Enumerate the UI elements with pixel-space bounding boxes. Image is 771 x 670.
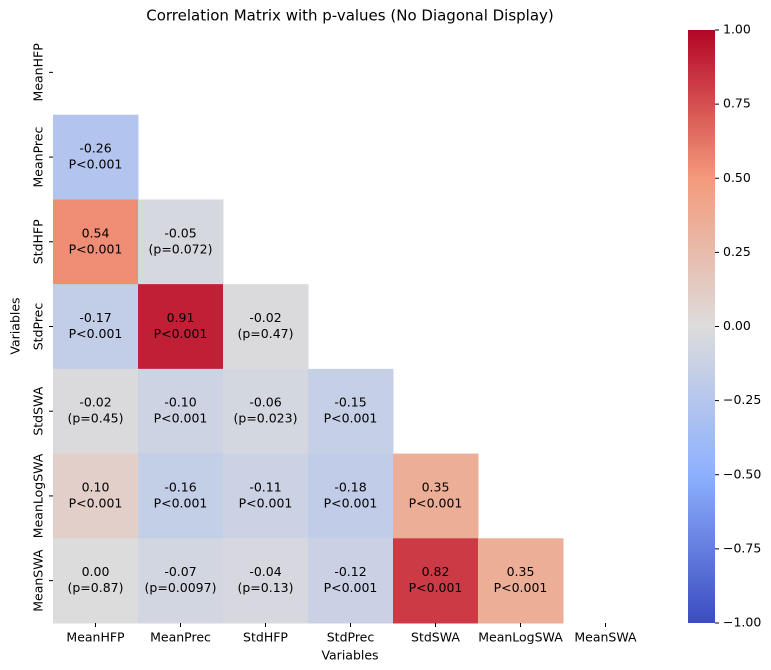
x-tick-label: MeanSWA <box>574 630 637 645</box>
colorbar-tick-label: −1.00 <box>723 615 761 630</box>
cell-value-label: 0.00 <box>82 564 110 579</box>
x-tick-label: MeanLogSWA <box>478 630 563 645</box>
x-tick-label: StdHFP <box>243 630 288 645</box>
heatmap-cell <box>478 538 564 624</box>
cell-value-label: -0.04 <box>249 564 281 579</box>
cell-p-label: P<0.001 <box>324 411 378 426</box>
chart-title: Correlation Matrix with p-values (No Dia… <box>146 7 554 25</box>
y-tick-label: MeanLogSWA <box>31 453 46 538</box>
cell-value-label: 0.54 <box>82 225 110 240</box>
colorbar-tick-label: 0.50 <box>723 170 751 185</box>
colorbar <box>688 30 715 623</box>
heatmap-cell <box>53 368 139 455</box>
heatmap-cell <box>223 284 309 370</box>
cell-p-label: (p=0.023) <box>234 411 298 426</box>
cell-value-label: -0.05 <box>164 225 196 240</box>
colorbar-tick-label: 0.25 <box>723 244 751 259</box>
x-tick-label: StdPrec <box>327 630 375 645</box>
heatmap-cell <box>138 538 224 624</box>
cell-value-label: -0.12 <box>334 564 366 579</box>
cell-p-label: P<0.001 <box>69 326 123 341</box>
heatmap-cell <box>223 368 309 455</box>
x-tick-label: MeanPrec <box>150 630 211 645</box>
cell-value-label: 0.35 <box>422 479 450 494</box>
heatmap-cell <box>138 284 224 370</box>
heatmap-cell <box>53 114 139 200</box>
cell-p-label: (p=0.0097) <box>145 580 217 595</box>
x-tick-label: StdSWA <box>411 630 460 645</box>
cell-p-label: P<0.001 <box>409 580 463 595</box>
heatmap-cell <box>308 538 394 624</box>
heatmap-cell <box>53 284 139 370</box>
heatmap-cell <box>53 538 139 624</box>
y-tick-label: StdSWA <box>31 386 46 435</box>
cell-p-label: P<0.001 <box>154 326 208 341</box>
y-tick-label: MeanSWA <box>31 549 46 612</box>
heatmap-cell <box>138 368 224 455</box>
cell-value-label: -0.07 <box>164 564 196 579</box>
cell-value-label: 0.91 <box>167 310 195 325</box>
cell-value-label: -0.26 <box>79 141 111 156</box>
cell-p-label: P<0.001 <box>154 495 208 510</box>
cell-p-label: (p=0.072) <box>149 241 213 256</box>
y-axis-label: Variables <box>8 297 23 354</box>
colorbar-tick-label: −0.25 <box>723 392 761 407</box>
cell-p-label: (p=0.13) <box>238 580 294 595</box>
y-tick-label: MeanHFP <box>31 43 46 102</box>
colorbar-tick-label: 1.00 <box>723 22 751 37</box>
cell-p-label: P<0.001 <box>69 157 123 172</box>
x-axis-label: Variables <box>321 648 378 663</box>
cell-p-label: P<0.001 <box>69 241 123 256</box>
heatmap-cell <box>138 453 224 539</box>
heatmap-cell <box>308 368 394 455</box>
x-tick-label: MeanHFP <box>66 630 125 645</box>
cell-value-label: -0.17 <box>79 310 111 325</box>
cell-value-label: 0.82 <box>422 564 450 579</box>
cell-p-label: P<0.001 <box>324 495 378 510</box>
cell-p-label: P<0.001 <box>324 580 378 595</box>
heatmap-cell <box>393 453 479 539</box>
cell-p-label: P<0.001 <box>494 580 548 595</box>
heatmap-cell <box>53 453 139 539</box>
cell-p-label: (p=0.47) <box>238 326 294 341</box>
colorbar-tick-label: −0.50 <box>723 466 761 481</box>
y-tick-label: MeanPrec <box>31 127 46 188</box>
cell-value-label: -0.02 <box>249 310 281 325</box>
cell-value-label: -0.16 <box>164 479 196 494</box>
heatmap-cell <box>223 538 309 624</box>
cell-value-label: -0.06 <box>249 395 281 410</box>
colorbar-tick-label: 0.00 <box>723 318 751 333</box>
cell-p-label: (p=0.45) <box>68 411 124 426</box>
cell-value-label: -0.15 <box>334 395 366 410</box>
heatmap-cell <box>223 453 309 539</box>
cell-p-label: (p=0.87) <box>68 580 124 595</box>
cell-value-label: 0.35 <box>507 564 535 579</box>
cell-p-label: P<0.001 <box>154 411 208 426</box>
heatmap-cell <box>308 453 394 539</box>
cell-value-label: 0.10 <box>82 479 110 494</box>
cell-value-label: -0.10 <box>164 395 196 410</box>
heatmap-cell <box>393 538 479 624</box>
cell-p-label: P<0.001 <box>409 495 463 510</box>
cell-value-label: -0.18 <box>334 479 366 494</box>
colorbar-tick-label: 0.75 <box>723 96 751 111</box>
y-tick-label: StdPrec <box>31 303 46 351</box>
y-tick-label: StdHFP <box>31 219 46 264</box>
heatmap-cell <box>138 199 224 285</box>
heatmap-cell <box>53 199 139 285</box>
cell-p-label: P<0.001 <box>239 495 293 510</box>
colorbar-tick-label: −0.75 <box>723 540 761 555</box>
cell-p-label: P<0.001 <box>69 495 123 510</box>
cell-value-label: -0.11 <box>249 479 281 494</box>
cell-value-label: -0.02 <box>79 395 111 410</box>
